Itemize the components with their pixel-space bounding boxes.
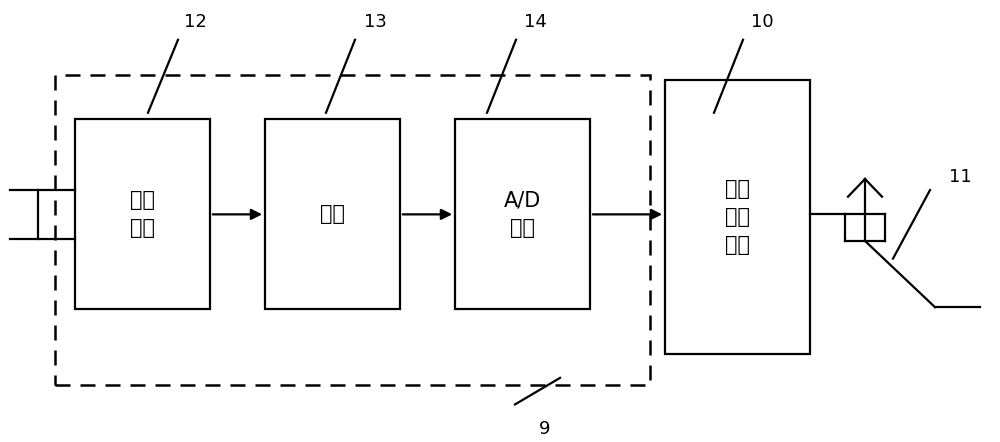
Text: 12: 12 <box>184 13 206 31</box>
Text: 9: 9 <box>539 420 551 438</box>
Text: 电压
放大: 电压 放大 <box>130 191 155 238</box>
Text: 滤波: 滤波 <box>320 204 345 225</box>
Bar <box>75 119 210 309</box>
Text: 14: 14 <box>524 13 546 31</box>
Text: 13: 13 <box>364 13 386 31</box>
Bar <box>665 80 810 354</box>
Text: A/D
转换: A/D 转换 <box>504 191 541 238</box>
Text: 11: 11 <box>949 168 971 186</box>
Text: 天线
传输
模块: 天线 传输 模块 <box>725 179 750 255</box>
Bar <box>265 119 400 309</box>
Bar <box>455 119 590 309</box>
Text: 10: 10 <box>751 13 773 31</box>
